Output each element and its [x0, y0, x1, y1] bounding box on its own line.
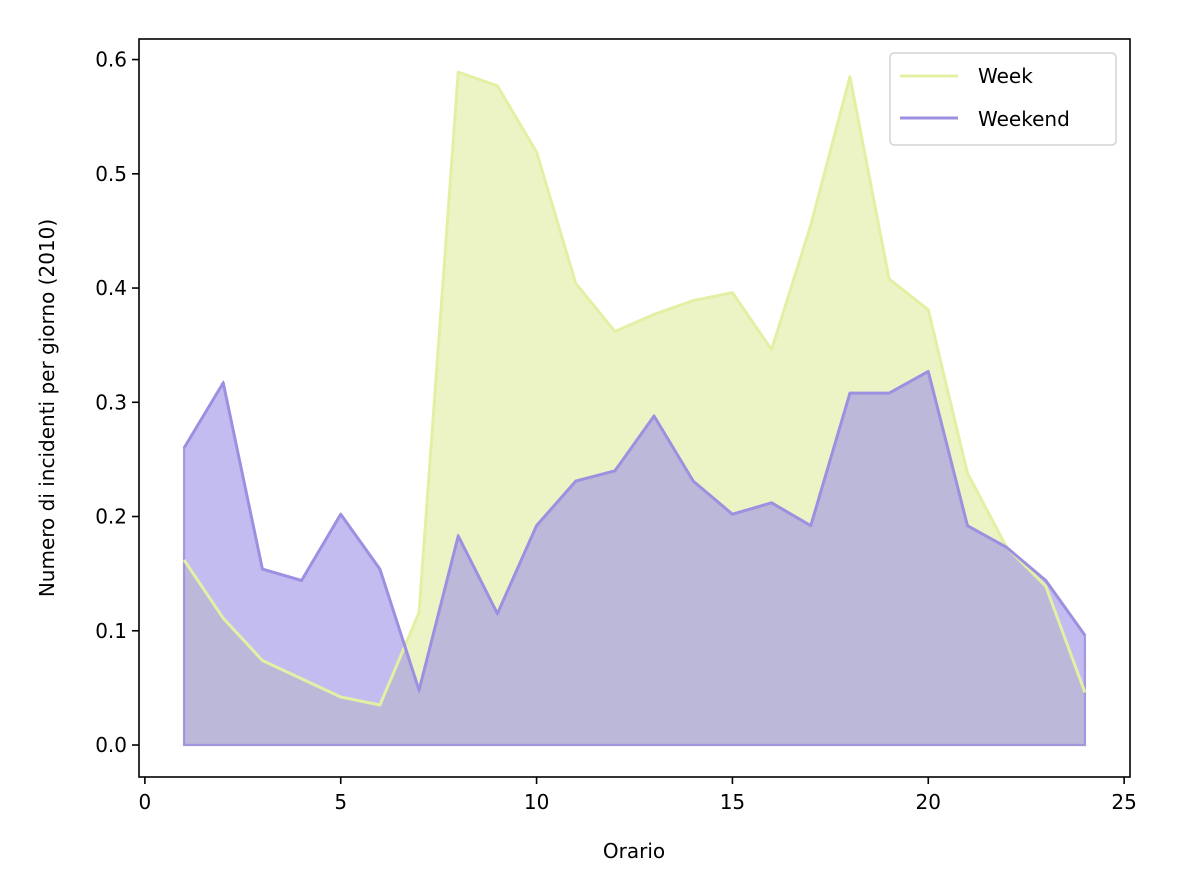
x-tick-label: 15	[720, 790, 745, 814]
y-tick-label: 0.5	[95, 162, 127, 186]
x-axis-label: Orario	[603, 839, 665, 863]
x-axis-ticks: 0 5 10 15 20 25	[139, 777, 1137, 814]
legend: Week Weekend	[889, 52, 1117, 146]
y-tick-label: 0.2	[95, 505, 127, 529]
legend-label-week: Week	[978, 64, 1033, 88]
series-line-weekend	[182, 369, 1087, 692]
y-tick-label: 0.3	[95, 390, 127, 414]
legend-label-weekend: Weekend	[978, 107, 1070, 131]
y-tick-label: 0.0	[95, 733, 127, 757]
y-tick-label: 0.6	[95, 48, 127, 72]
y-tick-label: 0.1	[95, 619, 127, 643]
plot-frame	[138, 38, 1131, 778]
series-lines	[182, 70, 1087, 707]
x-tick-label: 25	[1111, 790, 1136, 814]
x-tick-label: 5	[334, 790, 347, 814]
x-tick-label: 0	[139, 790, 152, 814]
series-line-week	[182, 70, 1087, 707]
y-axis-label: Numero di incidenti per giorno (2010)	[35, 219, 59, 597]
x-tick-label: 10	[524, 790, 549, 814]
x-tick-label: 20	[916, 790, 941, 814]
y-tick-label: 0.4	[95, 276, 127, 300]
y-axis-ticks: 0.0 0.1 0.2 0.3 0.4 0.5 0.6	[95, 48, 139, 757]
series-fills	[182, 70, 1087, 747]
